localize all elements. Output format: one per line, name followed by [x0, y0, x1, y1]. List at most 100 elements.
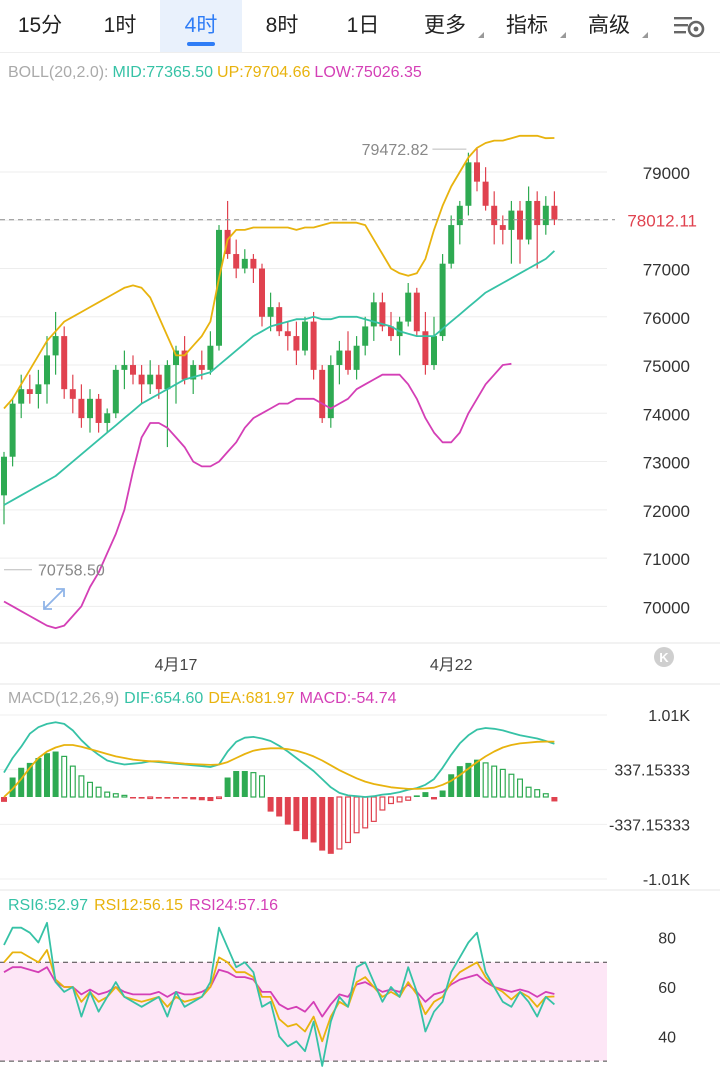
macd-histogram-bar — [35, 758, 42, 797]
tab-2[interactable]: 4时 — [160, 0, 242, 52]
macd-histogram-bar — [61, 755, 68, 798]
macd-histogram-bar — [52, 751, 59, 797]
macd-histogram-bar — [345, 796, 352, 844]
macd-legend-item: DEA:681.97 — [208, 690, 294, 707]
macd-histogram-bar — [362, 796, 369, 829]
candle-body — [69, 389, 76, 399]
macd-histogram-bar — [112, 793, 119, 798]
boll-legend-item: UP:79704.66 — [217, 64, 311, 81]
candle-body — [370, 302, 377, 327]
candle-body — [216, 229, 222, 346]
candle-body — [276, 307, 283, 332]
tab-4[interactable]: 1日 — [346, 14, 380, 37]
candle-body — [345, 350, 351, 370]
macd-histogram-bar — [250, 772, 257, 798]
k-logo-icon: K — [659, 650, 669, 665]
macd-histogram-bar — [456, 766, 463, 797]
candle-body — [379, 302, 386, 327]
macd-histogram-bar — [405, 796, 412, 801]
candle-body — [147, 374, 154, 385]
expand-arrows-icon — [43, 588, 65, 610]
macd-histogram-bar — [26, 762, 33, 797]
price-axis-label: 70000 — [643, 598, 690, 617]
expand-arrows-icon[interactable] — [43, 588, 65, 610]
macd-histogram-bar — [130, 797, 136, 799]
macd-histogram-bar — [293, 797, 300, 832]
price-axis-label: 72000 — [643, 502, 690, 521]
candle-body — [104, 413, 111, 423]
price-axis-label: 77000 — [643, 261, 690, 280]
tab-0[interactable]: 15分 — [17, 14, 63, 37]
candle-body — [44, 355, 50, 385]
candle-body — [164, 365, 171, 390]
candle-body — [241, 258, 248, 269]
tab-3[interactable]: 8时 — [265, 14, 299, 37]
candle-body — [18, 389, 25, 404]
candle-body — [482, 181, 489, 206]
candle-body — [121, 365, 128, 370]
candle-body — [1, 456, 7, 496]
candle-body — [293, 336, 300, 351]
macd-histogram-bar — [259, 775, 266, 798]
boll-upper-line — [3, 134, 555, 410]
macd-histogram-bar — [9, 777, 16, 797]
candle-body — [61, 336, 68, 390]
macd-histogram-bar — [516, 778, 523, 798]
price-axis-label: 79000 — [643, 164, 690, 183]
macd-histogram-bar — [327, 797, 334, 854]
candle-body — [250, 258, 257, 269]
tab-5[interactable]: 更多 — [404, 0, 486, 52]
candle-body — [130, 365, 136, 375]
candle-body — [87, 398, 93, 419]
expand-arrows-icon — [56, 588, 65, 597]
macd-histogram-bar — [319, 797, 326, 851]
macd-dea-line — [3, 740, 555, 798]
macd-axis-label: 337.15333 — [614, 763, 690, 780]
candle-body — [396, 321, 403, 337]
price-axis-label: 73000 — [643, 454, 690, 473]
rsi-legend-item: RSI24:57.16 — [189, 897, 278, 914]
macd-histogram-bar — [164, 797, 171, 799]
macd-histogram-bar — [216, 796, 223, 800]
candle-body — [413, 292, 420, 332]
rsi-legend-item: RSI6:52.97 — [8, 897, 88, 914]
min-price-label: 70758.50 — [38, 563, 105, 580]
candle-body — [319, 369, 326, 419]
candle-body — [336, 350, 343, 366]
chart-settings-icon[interactable] — [672, 12, 706, 40]
macd-histogram-bar — [207, 797, 214, 802]
price-axis-label: 75000 — [643, 357, 690, 376]
macd-histogram-bar — [86, 781, 93, 798]
max-price-label: 79472.82 — [362, 142, 429, 159]
macd-histogram-bar — [155, 797, 162, 799]
macd-histogram-bar — [422, 792, 429, 797]
candle-body — [173, 350, 179, 366]
candle-body — [190, 365, 197, 380]
tab-1[interactable]: 1时 — [103, 14, 137, 37]
macd-axis-label: -1.01K — [643, 872, 690, 889]
candle-body — [422, 331, 429, 366]
boll-mid-line — [3, 250, 556, 506]
macd-histogram-bar — [379, 796, 386, 811]
rsi-axis-label: 80 — [658, 931, 676, 948]
macd-histogram-bar — [44, 753, 50, 797]
boll-lower-line — [3, 362, 512, 629]
candle-body — [259, 268, 265, 317]
candle-body — [551, 205, 558, 220]
timeframe-tabs: 15分 1时 4时 8时 1日 更多 指标 高级 — [0, 0, 720, 53]
candle-body — [9, 403, 16, 457]
macd-histogram-bar — [224, 777, 231, 797]
candle-body — [499, 225, 506, 230]
tab-7[interactable]: 高级 — [568, 0, 650, 52]
tab-6[interactable]: 指标 — [486, 0, 568, 52]
candle-body — [388, 326, 394, 337]
candle-body — [405, 292, 412, 322]
candle-body — [456, 205, 463, 226]
dropdown-caret-icon — [642, 32, 648, 38]
candle-body — [207, 345, 214, 370]
date-axis-label: 4月17 — [155, 657, 198, 674]
k-logo-icon — [654, 647, 674, 667]
candle-body — [362, 326, 369, 346]
macd-histogram-bar — [198, 797, 205, 801]
